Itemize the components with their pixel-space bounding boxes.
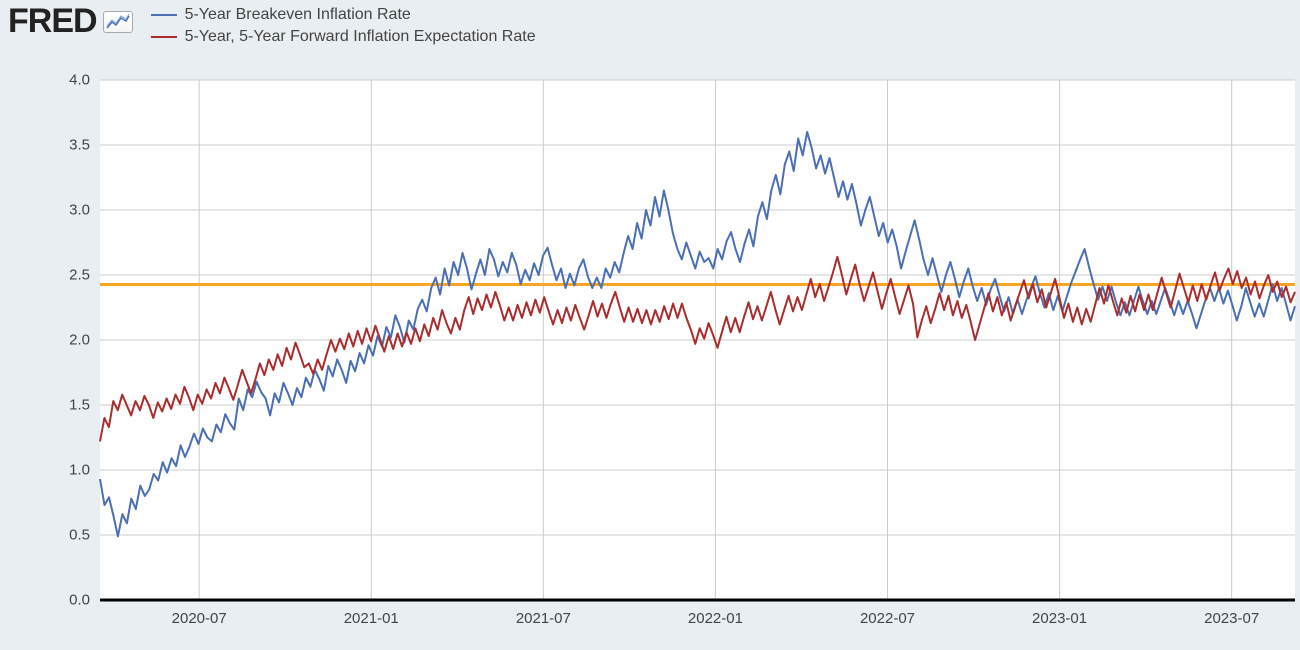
ytick-label: 3.5: [50, 137, 100, 154]
legend-label: 5-Year, 5-Year Forward Inflation Expecta…: [185, 26, 536, 48]
logo-chart-icon: [103, 11, 133, 33]
ytick-label: 1.5: [50, 397, 100, 414]
ytick-label: 3.0: [50, 202, 100, 219]
fred-logo: FRED: [8, 2, 133, 41]
xtick-label: 2020-07: [172, 600, 227, 627]
legend-swatch: [151, 14, 177, 16]
plot-wrap: Percent 0.00.51.01.52.02.53.03.54.02020-…: [0, 50, 1300, 650]
plot-area: 0.00.51.01.52.02.53.03.54.02020-072021-0…: [100, 80, 1295, 600]
ytick-label: 1.0: [50, 462, 100, 479]
legend-swatch: [151, 36, 177, 38]
series-line: [100, 257, 1295, 442]
chart-frame: FRED 5-Year Breakeven Inflation Rate5-Ye…: [0, 0, 1300, 650]
xtick-label: 2021-01: [344, 600, 399, 627]
legend-item: 5-Year, 5-Year Forward Inflation Expecta…: [151, 26, 536, 48]
xtick-label: 2023-07: [1204, 600, 1259, 627]
xtick-label: 2021-07: [516, 600, 571, 627]
ytick-label: 0.0: [50, 592, 100, 609]
xtick-label: 2022-01: [688, 600, 743, 627]
legend: 5-Year Breakeven Inflation Rate5-Year, 5…: [151, 4, 536, 48]
chart-header: FRED 5-Year Breakeven Inflation Rate5-Ye…: [0, 0, 1300, 50]
legend-item: 5-Year Breakeven Inflation Rate: [151, 4, 536, 26]
logo-text: FRED: [8, 2, 97, 41]
series-layer: [100, 80, 1295, 600]
ytick-label: 4.0: [50, 72, 100, 89]
ytick-label: 2.0: [50, 332, 100, 349]
legend-label: 5-Year Breakeven Inflation Rate: [185, 4, 411, 26]
ytick-label: 2.5: [50, 267, 100, 284]
ytick-label: 0.5: [50, 527, 100, 544]
xtick-label: 2022-07: [860, 600, 915, 627]
xtick-label: 2023-01: [1032, 600, 1087, 627]
